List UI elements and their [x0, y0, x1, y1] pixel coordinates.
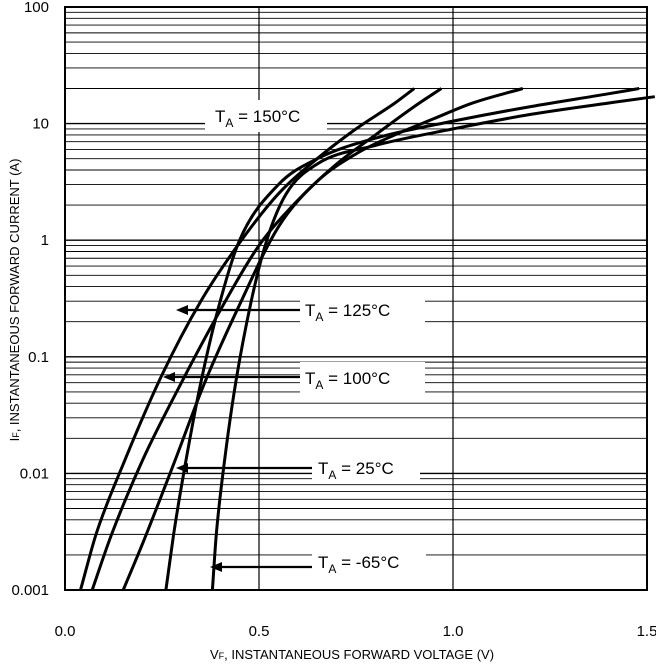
- x-tick-label: 1.0: [443, 623, 464, 640]
- arrow-head: [176, 305, 188, 315]
- y-axis-label: IF, INSTANTANEOUS FORWARD CURRENT (A): [7, 159, 22, 442]
- curve-series-0: [79, 87, 416, 591]
- curves: [79, 87, 656, 591]
- arrow-head: [163, 372, 175, 382]
- x-axis-label-sub: F: [219, 651, 225, 661]
- arrow-head: [210, 562, 222, 572]
- annotation-box: [312, 546, 426, 578]
- annotation-label: TA = -65°C: [318, 553, 399, 576]
- curve-series-2: [121, 87, 524, 591]
- x-tick-label: 1.5: [637, 623, 656, 640]
- x-tick-label: 0.0: [55, 623, 76, 640]
- y-tick-label: 100: [24, 0, 49, 16]
- annotation-1: TA = 125°C: [176, 294, 425, 326]
- plot-frame: [64, 6, 648, 591]
- annotation-box: [300, 362, 425, 394]
- annotation-label: TA = 25°C: [318, 459, 394, 482]
- annotation-3: TA = 25°C: [176, 452, 420, 484]
- x-axis-label: VF, INSTANTANEOUS FORWARD VOLTAGE (V): [210, 647, 494, 662]
- annotation-box: [205, 100, 327, 132]
- y-axis-label-sub: F: [11, 432, 21, 438]
- x-axis-label-main: V: [210, 647, 219, 662]
- annotation-0: TA = 150°C: [205, 100, 327, 132]
- y-tick-label: 10: [32, 116, 49, 133]
- y-axis-label-main: I: [7, 438, 22, 442]
- y-tick-label: 0.1: [28, 349, 49, 366]
- annotations: TA = 150°C TA = 125°C TA = 100°C TA = 25°C T…: [163, 100, 426, 578]
- y-tick-labels: 0.001 0.01 0.1 1 10 100: [11, 0, 49, 599]
- y-tick-label: 1: [41, 232, 49, 249]
- curve-series-4: [210, 95, 656, 591]
- y-axis-label-rest: , INSTANTANEOUS FORWARD CURRENT (A): [7, 159, 22, 433]
- x-tick-label: 0.5: [249, 623, 270, 640]
- annotation-label: TA = 100°C: [305, 369, 390, 392]
- annotation-label: TA = 125°C: [305, 301, 390, 324]
- y-tick-label: 0.01: [20, 465, 49, 482]
- annotation-2: TA = 100°C: [163, 362, 425, 394]
- y-tick-label: 0.001: [11, 582, 49, 599]
- x-axis-label-rest: , INSTANTANEOUS FORWARD VOLTAGE (V): [224, 647, 494, 662]
- x-tick-labels: 0.0 0.5 1.0 1.5: [55, 623, 656, 640]
- annotation-label: TA = 150°C: [215, 107, 300, 130]
- arrow-head: [176, 463, 188, 473]
- curve-series-3: [164, 87, 640, 591]
- annotation-box: [300, 294, 425, 326]
- annotation-box: [312, 452, 420, 484]
- curve-series-1: [90, 87, 443, 591]
- annotation-4: TA = -65°C: [210, 546, 426, 578]
